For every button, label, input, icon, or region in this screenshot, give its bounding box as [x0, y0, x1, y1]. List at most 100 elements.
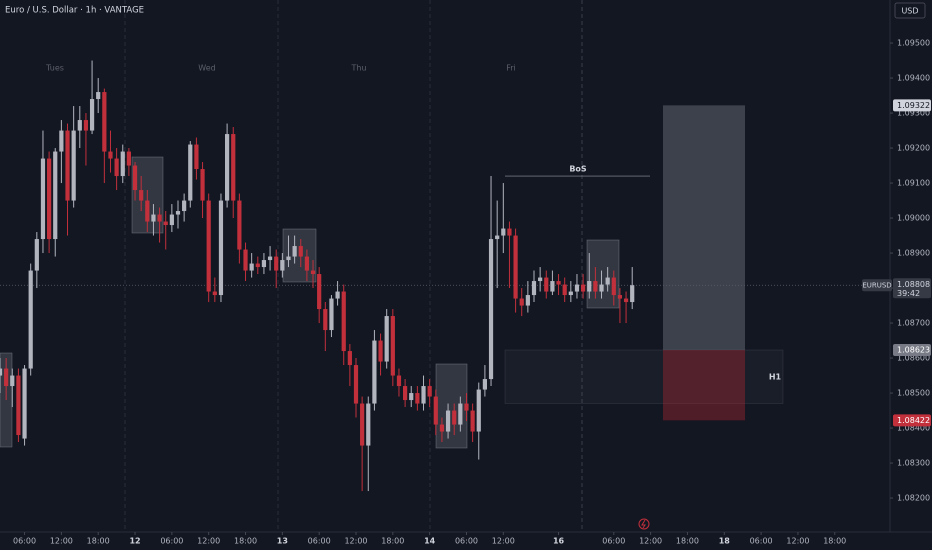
candle-body [310, 270, 316, 275]
y-tick-label: 1.09100 [897, 179, 930, 188]
x-tick-label: 06:00 [455, 537, 478, 546]
candle-body [495, 235, 500, 240]
x-tick-label: 06:00 [13, 537, 36, 546]
entry-label: 1.08623 [897, 346, 930, 355]
y-tick-label: 1.09300 [897, 109, 930, 118]
candle-body [53, 151, 58, 240]
y-tick-label: 1.09200 [897, 144, 930, 153]
candle-body [47, 158, 52, 240]
candle-body [188, 144, 193, 201]
candle-body [34, 239, 39, 271]
candle-body [433, 396, 438, 425]
stop-label-bg [893, 414, 931, 427]
y-tick-label: 1.08400 [897, 424, 930, 433]
candle-body [255, 263, 260, 268]
x-tick-label: 18:00 [676, 537, 699, 546]
x-tick-label: 18:00 [87, 537, 110, 546]
x-tick-label: 18:00 [381, 537, 404, 546]
candle-body [488, 239, 494, 380]
candle-body [249, 263, 254, 271]
x-tick-label: 12:00 [786, 537, 809, 546]
candle-body [89, 99, 95, 131]
candle-body [157, 214, 162, 222]
y-tick-label: 1.08200 [897, 494, 930, 503]
candle-body [384, 316, 389, 362]
day-label: Fri [506, 64, 516, 73]
candle-body [286, 256, 291, 261]
stop-label: 1.08422 [897, 416, 930, 425]
y-tick-label: 1.08700 [897, 319, 930, 328]
candle-body [347, 351, 352, 366]
candle-body [593, 281, 598, 292]
candle-body [513, 235, 518, 299]
symbol-bg [862, 279, 892, 292]
x-tick-label: 12 [129, 537, 140, 546]
last-price-label: 1.08808 [897, 280, 930, 289]
x-tick-label: 06:00 [750, 537, 773, 546]
candle-body [280, 260, 285, 271]
candle-body [574, 284, 580, 292]
candle-body [581, 284, 586, 292]
candle-body [77, 120, 82, 131]
last-price-bg [893, 278, 931, 299]
candle-body [298, 246, 303, 257]
y-tick-label: 1.08500 [897, 389, 930, 398]
candle-body [360, 403, 365, 446]
candles [0, 60, 635, 492]
candle-body [317, 274, 322, 310]
candle-body [415, 393, 420, 404]
candle-body [114, 158, 119, 177]
currency-button[interactable] [894, 2, 926, 19]
candle-body [445, 410, 451, 432]
candle-body [544, 277, 549, 292]
candle-body [329, 298, 334, 331]
x-tick-label: 12:00 [197, 537, 220, 546]
candle-body [65, 130, 70, 201]
candle-body [243, 249, 248, 271]
y-tick-label: 1.08600 [897, 354, 930, 363]
candle-body [623, 298, 629, 303]
candle-body [427, 386, 432, 397]
candle-body [28, 270, 33, 369]
candle-body [599, 284, 604, 292]
y-tick-label: 1.09500 [897, 39, 930, 48]
event-icon-bolt [641, 519, 646, 529]
y-tick-label: 1.09000 [897, 214, 930, 223]
candle-body [366, 403, 371, 446]
candle-body [519, 298, 524, 306]
candle-body [10, 375, 15, 387]
target-zone [663, 105, 745, 350]
candle-body [126, 151, 131, 166]
candle-body [132, 165, 138, 191]
candle-body [96, 92, 101, 100]
candle-body [403, 386, 408, 401]
candle-body [4, 368, 9, 387]
candle-body [16, 375, 21, 436]
currency-label[interactable]: USD [901, 7, 918, 16]
chart-title: Euro / U.S. Dollar · 1h · VANTAGE [5, 6, 144, 16]
x-tick-label: 12:00 [344, 537, 367, 546]
candle-body [102, 92, 107, 152]
candle-body [145, 200, 150, 222]
symbol-label: EURUSD [862, 281, 891, 289]
candle-body [335, 291, 340, 299]
candle-body [464, 403, 469, 411]
candle-body [538, 277, 543, 282]
candle-body [40, 158, 46, 240]
candle-body [568, 291, 573, 296]
candle-body [323, 309, 328, 331]
candle-body [59, 130, 64, 152]
event-icon[interactable] [638, 518, 650, 530]
price-axis [890, 0, 932, 550]
candle-body [587, 281, 592, 292]
candle-body [304, 256, 309, 271]
candle-body [605, 277, 610, 285]
candle-body [218, 200, 224, 296]
y-tick-label: 1.08900 [897, 249, 930, 258]
candle-body [182, 200, 187, 212]
candle-body [378, 340, 383, 362]
x-tick-label: 12:00 [492, 537, 515, 546]
x-tick-label: 06:00 [160, 537, 183, 546]
x-tick-label: 18:00 [234, 537, 257, 546]
